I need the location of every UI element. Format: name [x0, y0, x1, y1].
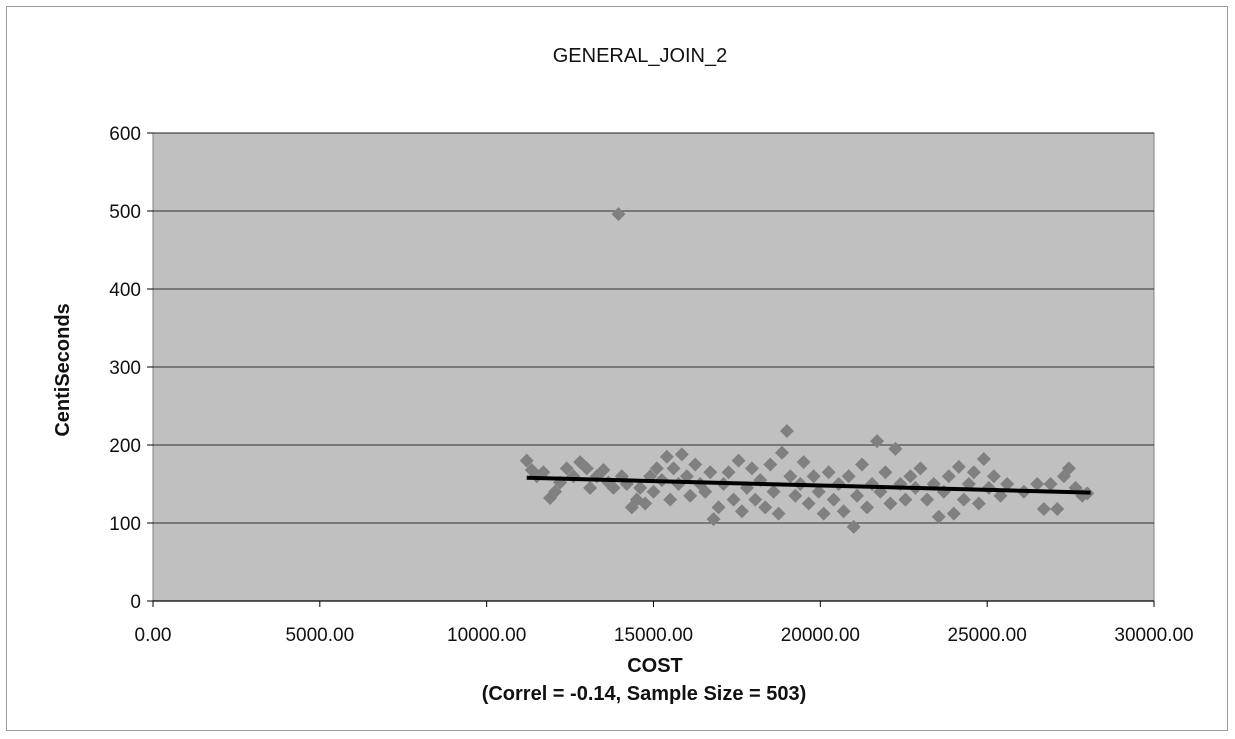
x-tick-label: 15000.00: [614, 625, 693, 646]
data-point-marker: [971, 496, 986, 511]
data-point-marker: [920, 492, 935, 507]
trendline: [526, 475, 1091, 495]
data-point-marker: [951, 459, 966, 474]
x-tick-label: 5000.00: [285, 625, 354, 646]
data-point-marker: [666, 461, 681, 476]
data-point-marker: [846, 519, 861, 534]
data-point-marker: [748, 492, 763, 507]
data-point-marker: [679, 469, 694, 484]
y-tick-label: 400: [109, 280, 141, 301]
data-point-marker: [903, 469, 918, 484]
data-point-marker: [931, 509, 946, 524]
data-point-marker: [1000, 477, 1015, 491]
data-point-marker: [771, 506, 786, 521]
data-point-marker: [860, 500, 875, 515]
data-point-marker: [721, 465, 736, 480]
data-point-marker: [1050, 501, 1065, 516]
data-point-marker: [706, 512, 721, 527]
data-point-marker: [683, 488, 698, 503]
data-point-marker: [596, 462, 611, 477]
data-point-marker: [646, 484, 661, 499]
data-point-marker: [536, 465, 551, 480]
y-tick-label: 500: [109, 202, 141, 223]
data-point-marker: [1030, 477, 1045, 491]
data-point-marker: [663, 492, 678, 507]
x-tick-label: 25000.00: [948, 625, 1027, 646]
data-point-marker: [783, 469, 798, 484]
data-point-marker: [583, 480, 598, 495]
data-point-marker: [611, 207, 626, 222]
data-point-marker: [711, 500, 726, 515]
data-point-marker: [883, 496, 898, 511]
data-point-marker: [788, 488, 803, 503]
data-point-marker: [841, 469, 856, 484]
data-point-marker: [688, 457, 703, 472]
y-tick-label: 600: [109, 124, 141, 145]
data-point-marker: [766, 484, 781, 499]
data-point-marker: [986, 469, 1001, 484]
data-point-marker: [816, 506, 831, 521]
y-axis-ticks: 0 100 200 300 400 500 600: [109, 124, 153, 613]
data-point-marker: [956, 492, 971, 507]
x-axis-sublabel: (Correl = -0.14, Sample Size = 503): [482, 683, 807, 705]
data-point-marker: [519, 453, 534, 468]
data-point-marker: [878, 465, 893, 480]
data-point-marker: [579, 461, 594, 476]
data-point-marker: [1036, 501, 1051, 516]
y-tick-label: 300: [109, 358, 141, 379]
x-tick-label: 0.00: [135, 625, 172, 646]
data-point-marker: [734, 504, 749, 519]
x-axis-label: COST: [627, 655, 683, 677]
data-point-marker: [966, 465, 981, 480]
data-points: [519, 207, 1095, 534]
data-point-marker: [774, 445, 789, 460]
data-point-marker: [941, 469, 956, 484]
data-point-marker: [1061, 461, 1076, 476]
x-axis-ticks: 0.00 5000.00 10000.00 15000.00 20000.00 25000…: [135, 601, 1194, 646]
data-point-marker: [548, 484, 563, 499]
data-point-marker: [898, 492, 913, 507]
data-point-marker: [638, 496, 653, 511]
data-point-marker: [946, 506, 961, 521]
y-axis-label: CentiSeconds: [52, 303, 74, 436]
data-point-marker: [674, 447, 689, 462]
y-tick-label: 200: [109, 436, 141, 457]
x-tick-label: 10000.00: [447, 625, 526, 646]
data-point-marker: [744, 461, 759, 476]
data-point-marker: [633, 480, 648, 495]
data-point-marker: [811, 484, 826, 499]
x-tick-label: 20000.00: [781, 625, 860, 646]
data-point-marker: [821, 465, 836, 480]
data-point-marker: [826, 492, 841, 507]
data-point-marker: [758, 500, 773, 515]
data-point-marker: [779, 423, 794, 438]
data-point-marker: [836, 504, 851, 519]
data-point-marker: [855, 457, 870, 472]
data-point-marker: [870, 434, 885, 449]
data-point-marker: [801, 496, 816, 511]
data-point-marker: [698, 484, 713, 499]
data-point-marker: [888, 441, 903, 456]
data-point-marker: [976, 452, 991, 467]
y-gridlines: [153, 132, 1154, 524]
data-point-marker: [726, 492, 741, 507]
data-point-marker: [850, 488, 865, 503]
data-point-marker: [659, 449, 674, 464]
data-point-marker: [806, 469, 821, 484]
data-point-marker: [703, 465, 718, 480]
data-point-marker: [649, 461, 664, 476]
y-tick-label: 0: [130, 592, 141, 613]
y-tick-label: 100: [109, 514, 141, 535]
data-point-marker: [606, 480, 621, 495]
data-point-marker: [559, 461, 574, 476]
x-tick-label: 30000.00: [1114, 625, 1193, 646]
data-point-marker: [1043, 477, 1058, 491]
data-point-marker: [913, 461, 928, 476]
data-point-marker: [731, 453, 746, 468]
data-point-marker: [763, 457, 778, 472]
chart-title: GENERAL_JOIN_2: [553, 45, 728, 67]
data-point-marker: [796, 455, 811, 470]
